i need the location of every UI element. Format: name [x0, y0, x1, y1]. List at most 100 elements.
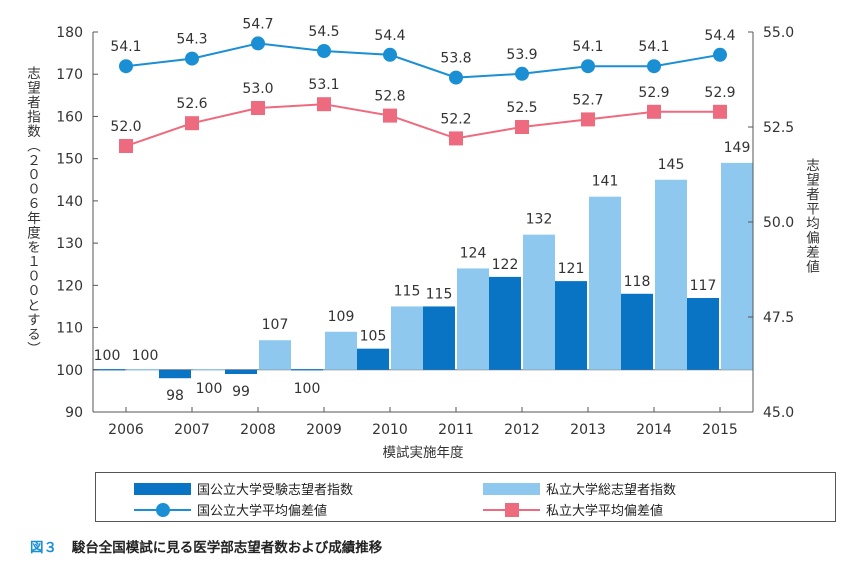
bar-private	[523, 234, 555, 370]
line-value-label: 53.8	[440, 51, 471, 67]
bar-value-label: 132	[526, 212, 553, 228]
y-left-tick-label: 180	[56, 25, 83, 41]
marker-national	[713, 47, 727, 62]
y-left-tick-label: 130	[56, 236, 83, 252]
y-left-tick-label: 120	[56, 278, 83, 294]
bar-private	[127, 369, 159, 371]
marker-national	[383, 47, 397, 62]
x-tick-label: 2011	[438, 422, 474, 438]
legend-label: 私立大学総志望者指数	[546, 483, 677, 498]
bar-value-label: 149	[724, 140, 751, 156]
bar-value-label: 100	[196, 381, 223, 397]
bar-value-label: 99	[232, 384, 250, 400]
y-right-tick-label: 55.0	[763, 25, 794, 41]
marker-private	[581, 112, 595, 127]
bar-national	[489, 276, 521, 370]
y-right-tick-label: 50.0	[763, 215, 794, 231]
y-axis-right-label: 志望者平均偏差値	[803, 158, 819, 274]
bar-national	[93, 369, 125, 371]
y-right-tick-label: 47.5	[763, 310, 794, 326]
bar-private	[457, 268, 489, 370]
bar-value-label: 100	[94, 348, 121, 364]
figure-caption: 図３ 駿台全国模試に見る医学部志望者数および成績推移	[30, 536, 382, 556]
y-left-tick-label: 140	[56, 194, 83, 210]
bar-national	[357, 348, 389, 370]
line-value-label: 54.7	[242, 16, 273, 32]
bar-value-label: 100	[294, 381, 321, 397]
bar-value-label: 98	[166, 388, 184, 404]
bar-value-label: 115	[426, 286, 453, 302]
y-left-tick-label: 110	[56, 321, 83, 337]
bar-value-label: 124	[460, 245, 487, 261]
bar-value-label: 109	[328, 309, 355, 325]
legend-swatch	[134, 482, 191, 495]
bar-national	[291, 369, 323, 371]
x-tick-label: 2015	[702, 422, 738, 438]
line-value-label: 52.0	[110, 119, 141, 135]
bar-private	[259, 340, 291, 370]
y-left-tick-label: 100	[56, 363, 83, 379]
line-value-label: 52.2	[440, 111, 471, 127]
marker-national	[185, 51, 199, 66]
bar-value-label: 115	[394, 283, 421, 299]
legend-item-national-line: 国公立大学平均偏差値	[134, 500, 327, 519]
bar-private	[655, 179, 687, 370]
x-tick-label: 2013	[570, 422, 606, 438]
line-private	[125, 103, 720, 147]
x-tick-label: 2006	[108, 422, 144, 438]
caption-text: 駿台全国模試に見る医学部志望者数および成績推移	[71, 540, 383, 556]
marker-national	[515, 66, 529, 81]
line-value-label: 54.4	[374, 28, 405, 44]
line-value-label: 52.9	[638, 85, 669, 101]
x-tick-label: 2007	[174, 422, 210, 438]
legend-swatch	[483, 502, 540, 517]
x-axis-label: 模試実施年度	[383, 445, 464, 461]
line-value-label: 54.1	[572, 39, 603, 55]
bar-value-label: 145	[658, 157, 685, 173]
marker-private	[713, 104, 727, 119]
line-value-label: 52.8	[374, 89, 405, 105]
legend-item-national-bar: 国公立大学受験志望者指数	[134, 479, 353, 498]
line-value-label: 52.7	[572, 92, 603, 108]
chart: 100 100 98 100 99 107 100 109 105 115 115 124 122 132…	[56, 16, 794, 461]
y-left-tick-label: 150	[56, 152, 83, 168]
bar-private	[325, 331, 357, 370]
bar-value-label: 105	[360, 329, 387, 345]
marker-private	[251, 101, 265, 115]
marker-private	[515, 120, 529, 134]
bar-value-label: 118	[624, 274, 651, 290]
x-tick-label: 2014	[636, 422, 672, 438]
legend-label: 国公立大学受験志望者指数	[197, 483, 354, 498]
marker-national	[119, 59, 133, 74]
marker-national	[581, 59, 595, 74]
marker-private	[449, 131, 463, 146]
marker-national	[317, 44, 331, 58]
x-tick-label: 2008	[240, 422, 276, 438]
line-value-label: 54.1	[110, 39, 141, 55]
bar-national	[159, 369, 191, 379]
legend-swatch	[134, 502, 191, 517]
bar-national	[621, 293, 653, 370]
line-value-label: 53.1	[308, 77, 339, 93]
line-value-label: 52.6	[176, 96, 207, 112]
y-right-tick-label: 52.5	[763, 120, 794, 136]
y-left-tick-label: 160	[56, 109, 83, 125]
legend-swatch	[483, 482, 540, 495]
y-left-tick-label: 90	[65, 405, 83, 421]
y-right-tick-label: 45.0	[763, 405, 794, 421]
marker-national	[251, 36, 265, 51]
legend: 国公立大学受験志望者指数 私立大学総志望者指数 国公立大学平均偏差値 私立大学平…	[95, 472, 836, 522]
legend-item-private-bar: 私立大学総志望者指数	[483, 479, 676, 498]
marker-private	[383, 108, 397, 123]
line-value-label: 52.5	[506, 100, 537, 116]
bar-national	[423, 306, 455, 370]
legend-item-private-line: 私立大学平均偏差値	[483, 500, 663, 519]
x-tick-label: 2012	[504, 422, 540, 438]
marker-national	[449, 70, 463, 85]
legend-label: 国公立大学平均偏差値	[197, 504, 328, 519]
line-value-label: 53.9	[506, 47, 537, 63]
line-value-label: 53.0	[242, 81, 273, 97]
bar-national	[225, 369, 257, 374]
x-tick-label: 2010	[372, 422, 408, 438]
line-national	[125, 42, 721, 79]
